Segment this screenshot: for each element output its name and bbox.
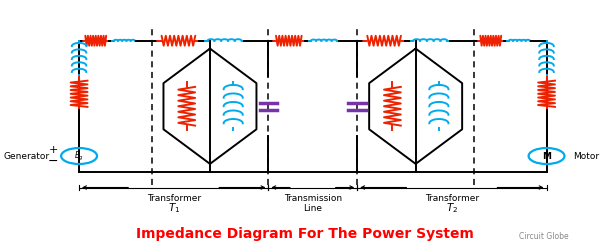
Text: $T_2$: $T_2$ (446, 201, 458, 215)
Text: Impedance Diagram For The Power System: Impedance Diagram For The Power System (136, 227, 473, 241)
Text: $E_g$: $E_g$ (74, 150, 84, 163)
Text: Circuit Globe: Circuit Globe (518, 232, 568, 241)
Text: Line: Line (304, 204, 322, 213)
Text: +: + (49, 145, 58, 155)
Text: −: − (48, 155, 58, 168)
Text: Transformer: Transformer (425, 194, 479, 203)
Text: Transformer: Transformer (146, 194, 201, 203)
Text: Generator: Generator (3, 152, 49, 161)
Text: $T_1$: $T_1$ (167, 201, 180, 215)
Text: Transmission: Transmission (284, 194, 342, 203)
Text: M: M (542, 152, 551, 161)
Text: Motor: Motor (572, 152, 599, 161)
